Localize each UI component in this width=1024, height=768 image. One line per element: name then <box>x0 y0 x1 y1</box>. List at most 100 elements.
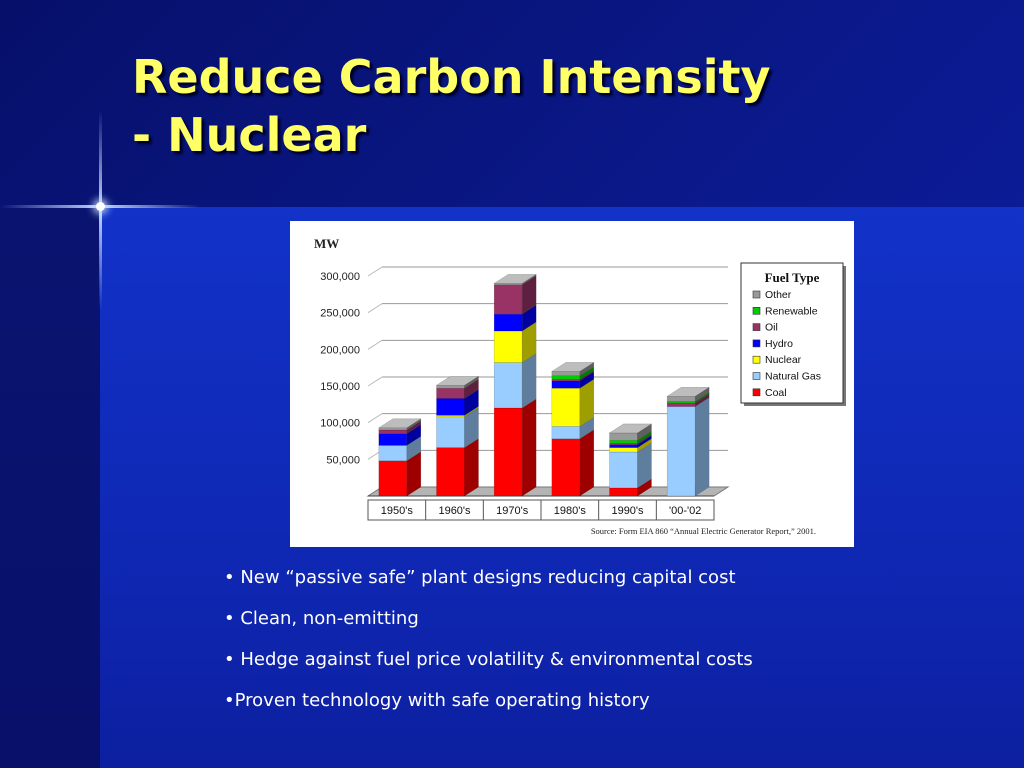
bar-segment-side <box>694 393 710 407</box>
legend-label: Oil <box>765 322 778 334</box>
y-tick-label: 100,000 <box>320 418 360 430</box>
bar-segment <box>378 460 408 497</box>
bar-segment <box>436 398 465 416</box>
gridline-diagonal <box>367 339 383 350</box>
bar-segment-side <box>637 430 652 444</box>
bullet-item: • Hedge against fuel price volatility & … <box>224 649 753 670</box>
legend-swatch <box>752 307 761 315</box>
light-flare-core <box>96 202 105 211</box>
bar-segment <box>551 371 581 376</box>
bar-top <box>608 423 653 434</box>
bar-segment-side <box>637 442 652 489</box>
bar-segment <box>436 447 465 497</box>
bar-segment <box>609 444 638 448</box>
y-axis-label: MW <box>314 236 339 251</box>
bar-segment <box>378 427 408 431</box>
bar-segment-side <box>637 478 652 497</box>
bar-segment-side <box>521 398 537 497</box>
y-tick-label: 300,000 <box>320 271 360 283</box>
bar-segment <box>666 406 696 497</box>
y-tick-label: 200,000 <box>320 344 360 356</box>
gridline-diagonal <box>367 376 383 387</box>
bar-segment <box>551 387 581 427</box>
x-tick-label: 1950's <box>381 505 414 517</box>
legend-swatch <box>752 323 761 331</box>
y-tick-label: 150,000 <box>320 381 360 393</box>
title-line-1: Reduce Carbon Intensity <box>132 50 771 104</box>
bullet-item: • Clean, non-emitting <box>224 608 419 629</box>
bullet-item: •Proven technology with safe operating h… <box>224 690 650 711</box>
bar-segment <box>609 447 638 453</box>
source-note: Source: Form EIA 860 “Annual Electric Ge… <box>591 526 816 536</box>
bar-segment <box>666 402 696 407</box>
bar-top <box>493 274 538 284</box>
legend-label: Other <box>765 289 792 301</box>
title-line-2: - Nuclear <box>132 108 367 162</box>
gridline-diagonal <box>367 303 383 314</box>
bar-segment-side <box>579 429 595 497</box>
bar-segment <box>493 330 523 363</box>
x-tick-label: 1970's <box>496 505 529 517</box>
bar-segment <box>609 487 638 497</box>
bar-segment <box>551 438 581 497</box>
bar-segment <box>609 440 638 444</box>
bar-top <box>435 376 480 386</box>
bar-segment-side <box>579 371 595 389</box>
bar-segment <box>436 387 465 399</box>
bar-segment <box>436 385 465 389</box>
slide-title: Reduce Carbon Intensity - Nuclear <box>132 48 770 164</box>
bar-segment-side <box>694 391 710 404</box>
chart-panel: 50,000 100,000 150,000 200,000 250,000 300,00… <box>290 221 854 547</box>
bar-segment <box>551 375 581 380</box>
legend-swatch <box>752 355 761 364</box>
bar-segment <box>609 432 638 441</box>
bar-segment-side <box>579 366 595 380</box>
x-tick-label: 1990's <box>611 505 644 517</box>
bar-segment-side <box>521 353 537 409</box>
legend-label: Nuclear <box>765 354 802 366</box>
y-tick-label: 250,000 <box>320 308 360 320</box>
bar-segment <box>436 416 465 448</box>
bullet-list: • New “passive safe” plant designs reduc… <box>224 566 753 730</box>
bar-segment-side <box>579 361 595 377</box>
legend-swatch <box>752 372 761 380</box>
legend-swatch <box>752 339 761 348</box>
bar-segment <box>551 426 581 440</box>
bar-segment-side <box>464 438 479 497</box>
left-band <box>0 207 100 768</box>
bar-segment-side <box>694 397 710 497</box>
bar-segment-side <box>637 433 652 446</box>
bar-segment-side <box>579 378 595 427</box>
bar-segment-side <box>637 435 652 449</box>
bar-segment <box>666 396 696 402</box>
bar-top <box>550 362 595 372</box>
legend-label: Hydro <box>765 338 793 350</box>
bar-segment <box>378 445 408 462</box>
bar-segment <box>493 362 523 409</box>
bar-segment <box>493 284 523 315</box>
gridline-diagonal <box>367 413 383 424</box>
bar-segment <box>378 433 408 446</box>
bar-segment <box>378 429 408 434</box>
bar-segment-side <box>694 386 710 402</box>
bar-segment <box>609 451 638 489</box>
x-tick-label: '00-'02 <box>669 505 701 517</box>
stacked-bar-chart: 50,000 100,000 150,000 200,000 250,000 300,00… <box>314 236 846 536</box>
bar-segment <box>551 380 581 389</box>
bar-top <box>666 387 711 397</box>
bar-segment <box>493 313 523 332</box>
bar-segment <box>493 407 523 497</box>
gridline-diagonal <box>367 266 383 277</box>
bar-segment-side <box>579 369 595 382</box>
bar-top <box>377 418 422 429</box>
y-tick-label: 50,000 <box>326 454 360 466</box>
legend-label: Renewable <box>765 305 818 317</box>
bullet-item: • New “passive safe” plant designs reduc… <box>224 567 736 588</box>
x-tick-label: 1980's <box>554 505 587 517</box>
x-tick-label: 1960's <box>438 505 471 517</box>
bar-segment-side <box>579 416 595 440</box>
bar-segment-side <box>637 423 652 441</box>
bar-segment-side <box>637 438 652 453</box>
legend-swatch <box>752 290 761 299</box>
legend-label: Natural Gas <box>765 371 821 383</box>
